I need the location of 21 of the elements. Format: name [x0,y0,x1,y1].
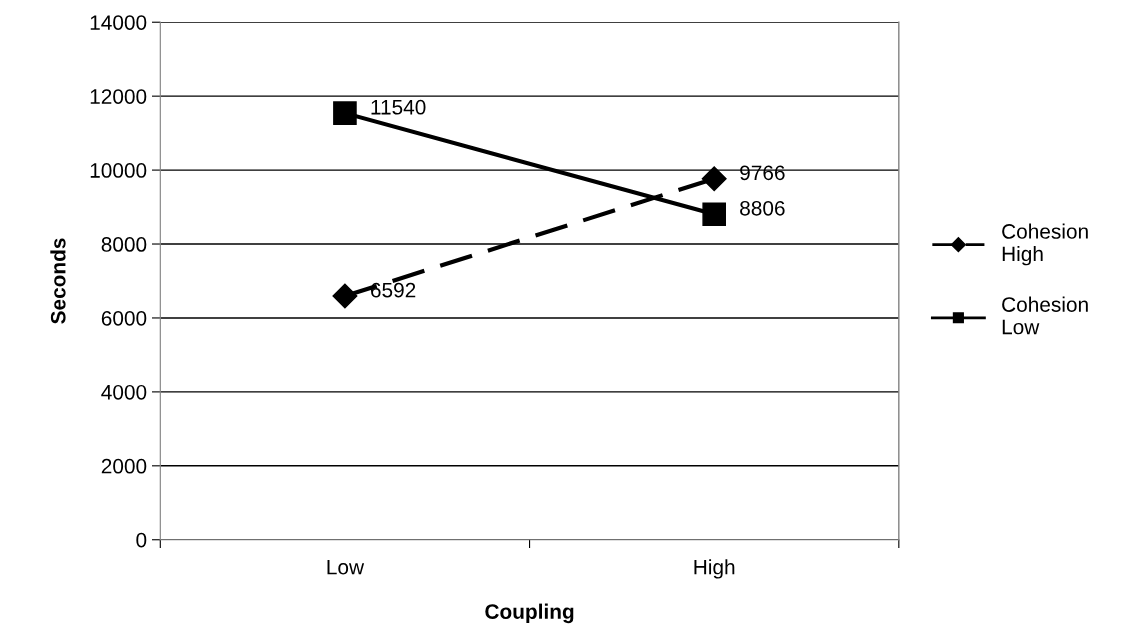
point [332,283,358,309]
y-tick-label: 12000 [90,89,147,104]
y-tick-label: 10000 [90,163,147,178]
x-tick-label: High [694,559,735,579]
x-tick-label: Low [327,559,365,575]
y-tick-label: 14000 [90,15,147,30]
y-tick-label: 2000 [101,458,147,474]
y-tick-label: 8000 [101,237,147,252]
data-label: 8806 [740,200,785,216]
x-axis-title: Coupling [485,603,574,624]
legend-label: Cohesion Low [1002,296,1088,335]
data-label: 6592 [370,282,416,298]
y-tick-label: 6000 [101,310,147,326]
point [701,166,727,192]
legend-label: Cohesion High [1002,223,1088,266]
data-label: 11540 [371,99,426,115]
point [702,202,726,227]
y-axis-title: Seconds [50,238,66,324]
y-tick-label: 4000 [101,384,147,400]
y-tick-label: 0 [136,532,147,548]
point [333,101,357,125]
